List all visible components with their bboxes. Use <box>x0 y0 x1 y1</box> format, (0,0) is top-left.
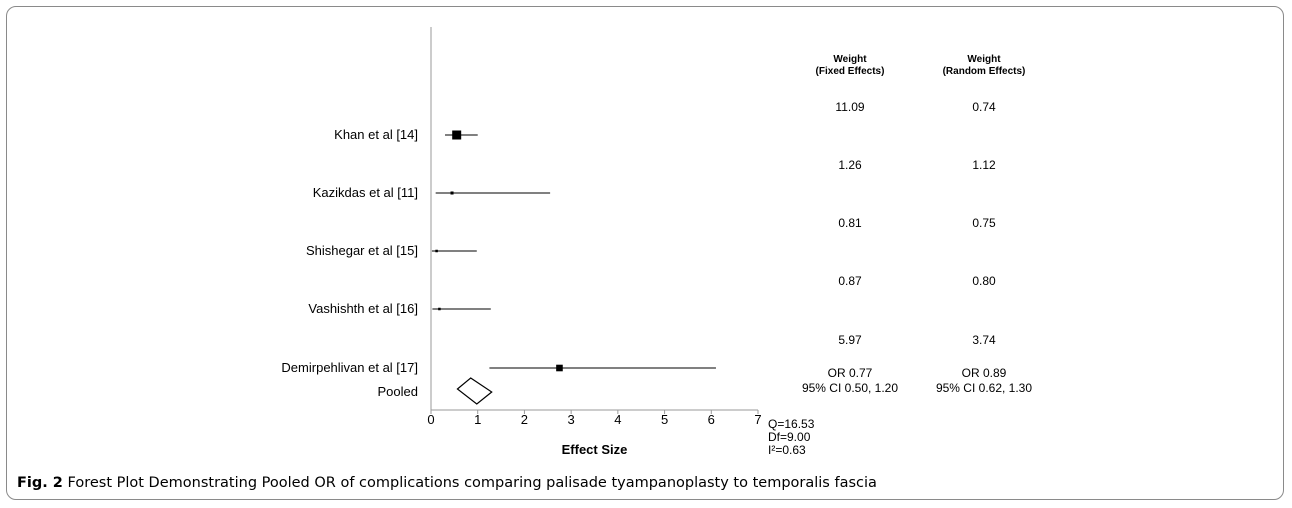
x-tick-label-1: 1 <box>474 412 481 427</box>
heterogeneity-1: Df=9.00 <box>768 430 811 444</box>
x-tick-label-3: 3 <box>568 412 575 427</box>
x-tick-label-7: 7 <box>754 412 761 427</box>
study-point-3 <box>438 307 441 311</box>
study-point-1 <box>450 191 454 195</box>
study-point-0 <box>452 130 462 140</box>
study-label-0: Khan et al [14] <box>334 127 418 142</box>
study-label-1: Kazikdas et al [11] <box>313 185 418 200</box>
header-random-line2: (Random Effects) <box>943 66 1026 77</box>
weight-random-3: 0.80 <box>972 274 996 288</box>
pooled-fixed-or: OR 0.77 <box>828 366 873 380</box>
weight-fixed-1: 1.26 <box>838 158 862 172</box>
study-label-4: Demirpehlivan et al [17] <box>281 360 418 375</box>
caption-label: Fig. 2 <box>17 475 63 491</box>
x-tick-label-0: 0 <box>427 412 434 427</box>
heterogeneity-0: Q=16.53 <box>768 417 815 431</box>
x-axis-label: Effect Size <box>562 442 628 457</box>
study-label-3: Vashishth et al [16] <box>308 301 418 316</box>
caption-text: Forest Plot Demonstrating Pooled OR of c… <box>67 475 877 491</box>
pooled-diamond <box>456 377 493 405</box>
weight-fixed-4: 5.97 <box>838 333 862 347</box>
weight-random-2: 0.75 <box>972 216 996 230</box>
study-point-2 <box>435 249 438 253</box>
figure-frame: 0 1 2 3 4 5 6 7 Effect Size Weight (Fixed Effects)… <box>6 6 1284 500</box>
pooled-random-ci: 95% CI 0.62, 1.30 <box>936 381 1032 395</box>
x-tick-label-2: 2 <box>521 412 528 427</box>
weight-random-0: 0.74 <box>972 100 996 114</box>
weight-fixed-3: 0.87 <box>838 274 862 288</box>
heterogeneity-2: I²=0.63 <box>768 443 806 457</box>
weight-random-4: 3.74 <box>972 333 996 347</box>
x-tick-label-5: 5 <box>661 412 668 427</box>
weight-fixed-2: 0.81 <box>838 216 862 230</box>
x-tick-label-4: 4 <box>614 412 621 427</box>
study-point-4 <box>556 364 563 372</box>
pooled-random-or: OR 0.89 <box>962 366 1007 380</box>
header-random-line1: Weight <box>967 54 1001 65</box>
x-tick-label-6: 6 <box>708 412 715 427</box>
pooled-fixed-ci: 95% CI 0.50, 1.20 <box>802 381 898 395</box>
weight-fixed-0: 11.09 <box>835 100 864 114</box>
weight-random-1: 1.12 <box>972 158 996 172</box>
figure-caption: Fig. 2 Forest Plot Demonstrating Pooled … <box>7 475 1285 491</box>
header-fixed-line1: Weight <box>833 54 867 65</box>
header-fixed-line2: (Fixed Effects) <box>816 66 885 77</box>
study-label-2: Shishegar et al [15] <box>306 243 418 258</box>
pooled-label: Pooled <box>378 384 418 399</box>
